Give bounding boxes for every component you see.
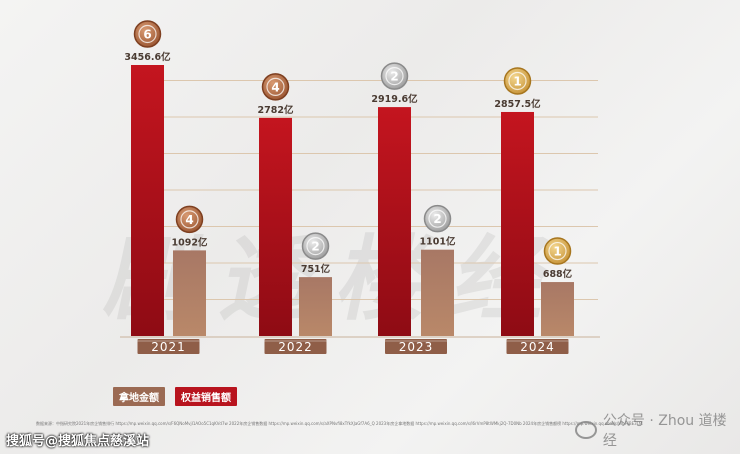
sales-2021-medal [133, 20, 162, 48]
land-2022-medal-ring [306, 237, 325, 256]
land-2023-medal [423, 204, 452, 233]
sales-2022-bar [259, 117, 292, 336]
sales-2024-value-label: 2857.5亿 [494, 98, 541, 110]
year-band-2024 [506, 339, 569, 354]
land-2023-rank: 2 [433, 212, 441, 226]
sales-2024-medal-ring [508, 71, 527, 91]
land-2024-value-label: 688亿 [543, 268, 573, 280]
x-tick-label-2024: 2024 [520, 340, 555, 354]
sales-2021-bar [131, 65, 164, 336]
land-2022-rank: 2 [311, 240, 319, 254]
land-2021-medal [175, 205, 204, 234]
footer-watermark-sohu: 搜狐号@搜狐焦点慈溪站 [6, 434, 150, 449]
x-tick-label-2022: 2022 [278, 340, 313, 354]
sales-2023-value-label: 2919.6亿 [371, 93, 418, 105]
land-2024-bar [541, 282, 574, 336]
land-2021-value-label: 1092亿 [172, 236, 208, 248]
data-source-note: 数据来源：中指研究院2021年房企销售排行 https://mp.weixin.… [36, 421, 643, 426]
sales-2022-medal-ring [266, 77, 285, 96]
land-2022-value-label: 751亿 [301, 263, 331, 275]
wechat-icon [575, 421, 597, 439]
x-tick-label-2023: 2023 [399, 340, 434, 354]
sales-2021-rank: 6 [143, 28, 151, 42]
legend-label-land: 拿地金额 [113, 387, 165, 406]
year-band-2021 [137, 339, 200, 354]
land-2021-rank: 4 [185, 213, 193, 227]
land-2021-medal-ring [180, 210, 199, 229]
sales-2022-medal [261, 73, 290, 101]
land-2023-value-label: 1101亿 [420, 236, 456, 248]
land-2022-bar [299, 277, 332, 336]
legend-item-land: 拿地金额 [113, 387, 165, 406]
sales-2023-medal-ring [385, 67, 404, 86]
land-2021-bar [173, 250, 206, 336]
year-band-2022 [264, 339, 327, 354]
sales-2024-medal [503, 67, 532, 95]
sales-2024-bar [501, 111, 534, 336]
sales-2023-bar [378, 107, 411, 336]
sales-2022-value-label: 2782亿 [258, 104, 294, 116]
sales-2022-rank: 4 [271, 80, 279, 94]
sales-2023-medal [380, 62, 409, 90]
land-2022-medal [301, 232, 330, 260]
sales-2021-value-label: 3456.6亿 [124, 51, 171, 63]
land-2023-medal-ring [428, 209, 447, 228]
x-tick-label-2021: 2021 [151, 340, 186, 354]
legend-label-sales: 权益销售额 [175, 387, 237, 406]
sales-2023-rank: 2 [390, 70, 398, 84]
footer-watermark-account: 公众号 · Zhou 道楼经 [575, 410, 740, 450]
sales-2024-rank: 1 [513, 74, 521, 88]
sales-2021-medal-ring [138, 24, 157, 44]
land-2024-medal-ring [548, 241, 567, 261]
year-band-2023 [385, 339, 447, 354]
land-2024-rank: 1 [553, 245, 561, 259]
land-2023-bar [421, 249, 454, 336]
footer-account-label: 公众号 · Zhou 道楼经 [602, 413, 727, 449]
legend-item-sales: 权益销售额 [175, 387, 237, 406]
land-2024-medal [543, 237, 572, 265]
